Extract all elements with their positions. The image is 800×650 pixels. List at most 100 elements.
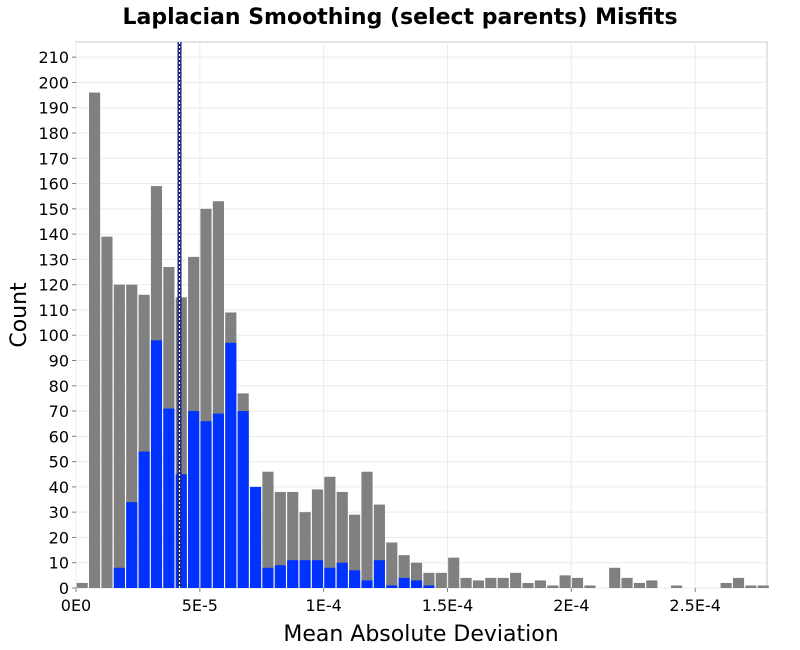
bar-all [101,236,113,588]
bar-all [212,201,224,588]
bar-all [311,489,324,588]
y-tick-label: 30 [49,503,69,522]
bar-subset [349,570,361,588]
bar-all [138,294,150,588]
bar-subset [150,340,163,588]
bar-subset [361,580,373,588]
y-tick-label: 200 [38,73,69,92]
bar-all [671,585,683,588]
bar-all [720,582,732,588]
bar-all [76,582,88,588]
bar-all [299,512,311,588]
y-tick-label: 120 [38,276,69,295]
x-tick-label: 1E-4 [306,596,342,615]
chart-title: Laplacian Smoothing (select parents) Mis… [122,5,677,30]
bar-all [646,580,658,588]
bar-subset [237,411,249,588]
bar-subset [113,567,125,588]
bar-all [522,582,534,588]
y-tick-label: 110 [38,301,69,320]
y-tick-label: 60 [49,427,69,446]
bar-all [126,284,138,588]
bar-subset [287,560,299,588]
bar-subset [386,585,398,588]
y-tick-label: 90 [49,352,69,371]
bar-all [386,542,398,588]
y-tick-label: 20 [49,528,69,547]
bar-subset [188,411,200,588]
bar-all [336,491,348,588]
y-axis-title: Count [7,282,32,348]
bar-all [410,562,423,588]
bars [76,92,769,589]
bar-subset [249,486,262,588]
bar-all [584,585,596,588]
bar-all [274,491,286,588]
y-tick-label: 150 [38,200,69,219]
bar-all [373,504,385,588]
y-tick-label: 160 [38,175,69,194]
bar-subset [311,560,324,588]
x-tick-label: 0E0 [61,596,91,615]
bar-subset [423,585,435,588]
x-tick-label: 2E-4 [553,596,589,615]
bar-all [609,567,621,588]
bar-all [200,208,212,589]
bar-subset [299,560,311,588]
y-tick-label: 100 [38,326,69,345]
bar-subset [163,408,175,588]
x-tick-label: 2.5E-4 [669,596,721,615]
bar-all [732,577,745,588]
bar-all [745,585,757,588]
bar-subset [410,580,423,588]
bar-all [559,575,571,588]
bar-subset [126,502,138,588]
bar-subset [262,567,274,588]
y-tick-label: 130 [38,250,69,269]
bar-all [534,580,546,588]
bar-subset [324,567,336,588]
bar-all [287,491,299,588]
bar-all [361,471,373,588]
bar-all [113,284,125,588]
bar-subset [373,560,385,588]
bar-all [435,572,447,588]
bar-all [621,577,633,588]
y-tick-label: 0 [59,579,69,598]
x-tick-label: 5E-5 [182,596,218,615]
y-tick-label: 40 [49,478,69,497]
bar-all [633,582,646,588]
bar-all [349,514,361,588]
bar-subset [274,565,286,588]
bar-subset [212,413,224,588]
y-tick-label: 50 [49,453,69,472]
y-tick-label: 140 [38,225,69,244]
bar-all [472,580,485,588]
y-tick-label: 170 [38,149,69,168]
bar-subset [138,451,150,588]
y-axis-ticks: 0 10 20 30 40 50 60 70 80 90 100 110 120 130 140 150 160… [38,48,76,598]
y-tick-label: 70 [49,402,69,421]
y-tick-label: 210 [38,48,69,67]
bar-all [89,92,101,589]
x-axis-title: Mean Absolute Deviation [283,622,558,647]
bar-all [262,471,274,588]
bar-all [497,577,509,588]
bar-all [571,577,584,588]
x-tick-label: 1.5E-4 [422,596,474,615]
bar-all [757,585,769,588]
x-axis-ticks: 0E0 5E-5 1E-4 1.5E-4 2E-4 2.5E-4 [61,588,721,615]
y-tick-label: 190 [38,99,69,118]
bar-subset [398,577,410,588]
bar-all [460,577,472,588]
y-tick-label: 180 [38,124,69,143]
bar-all [423,572,435,588]
bar-subset [336,562,348,588]
y-tick-label: 80 [49,377,69,396]
bar-all [485,577,497,588]
bar-all [510,572,522,588]
bar-all [398,555,410,588]
bar-all [547,585,559,588]
y-tick-label: 10 [49,554,69,573]
